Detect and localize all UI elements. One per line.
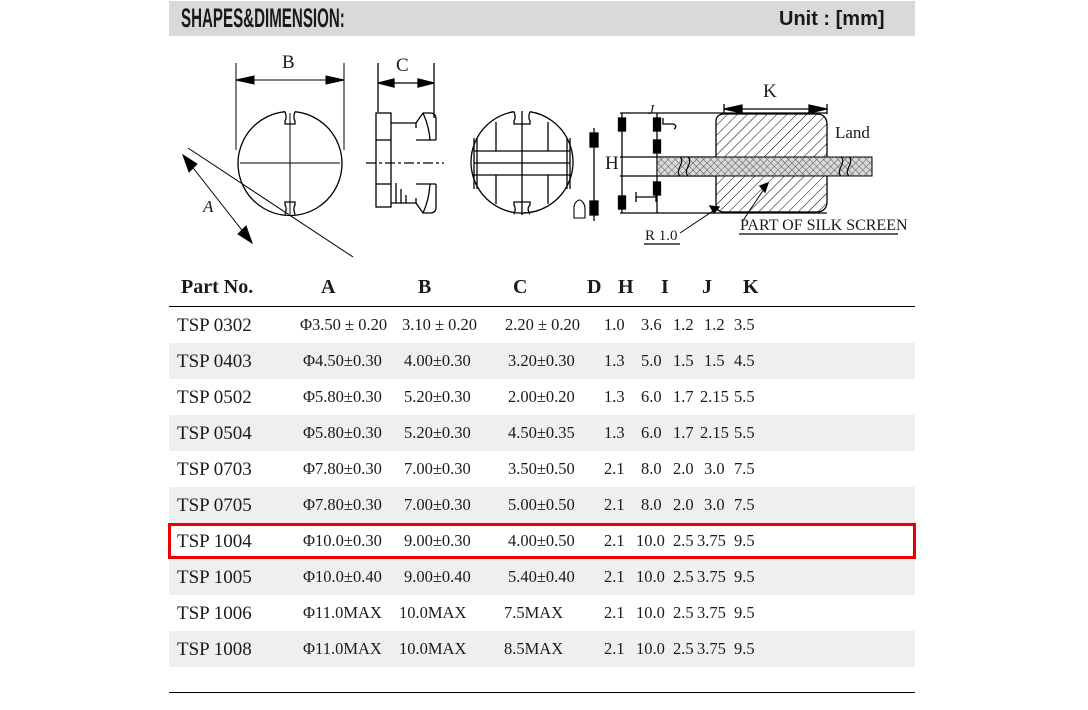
- svg-text:R 1.0: R 1.0: [645, 228, 678, 244]
- svg-text:PART OF SILK SCREEN: PART OF SILK SCREEN: [740, 217, 908, 234]
- svg-text:Land: Land: [835, 123, 870, 142]
- svg-text:A: A: [202, 197, 214, 216]
- svg-text:H: H: [605, 153, 619, 174]
- svg-text:B: B: [282, 52, 295, 73]
- svg-text:J: J: [648, 103, 655, 118]
- svg-text:K: K: [763, 81, 777, 102]
- svg-text:C: C: [396, 55, 409, 76]
